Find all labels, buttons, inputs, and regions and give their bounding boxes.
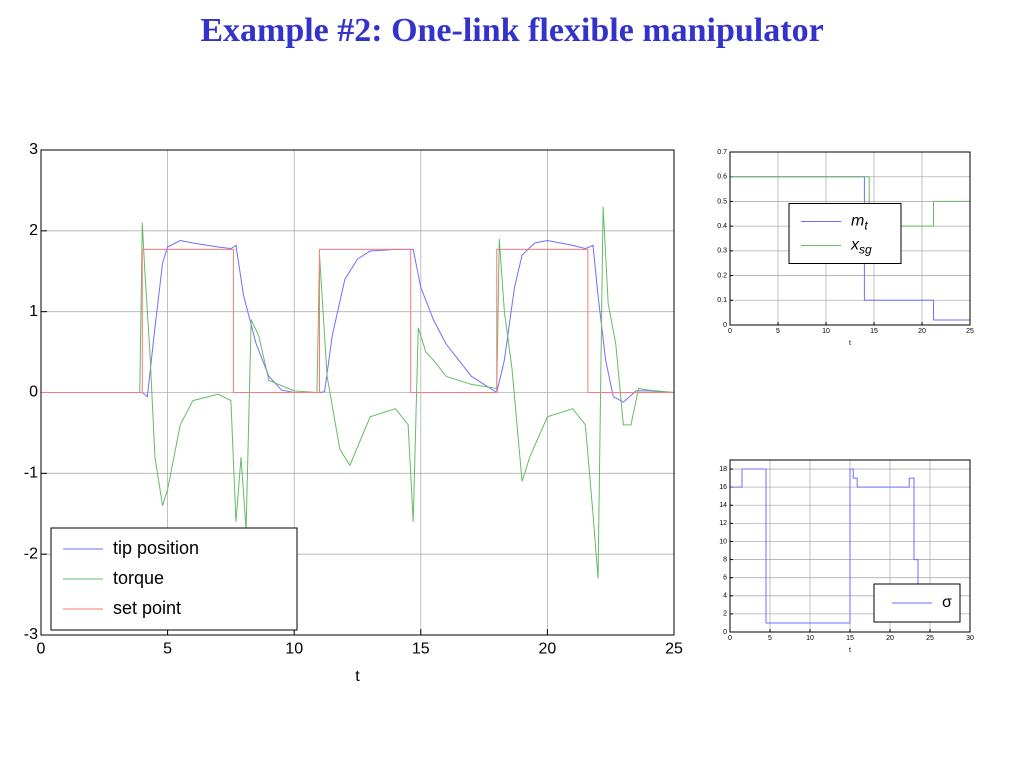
x-tick-label: 25 — [665, 641, 683, 658]
y-tick-label: 6 — [723, 575, 727, 582]
x-tick-label: 25 — [966, 328, 974, 335]
x-axis-label: t — [355, 668, 360, 685]
y-tick-label: -3 — [24, 626, 38, 643]
x-tick-label: 5 — [776, 328, 780, 335]
x-tick-label: 0 — [37, 641, 46, 658]
data-line — [41, 248, 674, 393]
y-tick-label: 16 — [719, 484, 727, 491]
x-tick-label: 20 — [539, 641, 557, 658]
data-line — [41, 206, 675, 579]
y-tick-label: 0.7 — [717, 149, 727, 156]
y-tick-label: 2 — [29, 222, 38, 239]
x-tick-label: 5 — [768, 635, 772, 642]
y-tick-label: 0.3 — [717, 248, 727, 255]
x-tick-label: 10 — [822, 328, 830, 335]
y-tick-label: 1 — [29, 303, 38, 320]
legend-label: σ — [942, 594, 952, 611]
legend-subscript: t — [864, 219, 868, 233]
plot-frame — [729, 151, 971, 326]
y-tick-label: 14 — [719, 502, 727, 509]
y-tick-label: 0.2 — [717, 272, 727, 279]
y-tick-label: 0 — [29, 384, 38, 401]
y-tick-label: 12 — [719, 520, 727, 527]
legend-text: set point — [113, 598, 181, 618]
legend-text: x — [850, 237, 860, 254]
x-tick-label: 0 — [728, 635, 732, 642]
plot-frame — [40, 149, 675, 636]
y-tick-label: -2 — [24, 545, 38, 562]
legend-label: xsg — [850, 237, 872, 257]
legend-text: m — [851, 213, 864, 230]
x-tick-label: 20 — [886, 635, 894, 642]
x-tick-label: 20 — [918, 328, 926, 335]
legend-subscript: sg — [859, 243, 872, 257]
y-tick-label: 10 — [719, 538, 727, 545]
slide-title: Example #2: One-link flexible manipulato… — [200, 12, 823, 49]
x-axis-label: t — [849, 647, 851, 654]
legend-label: tip position — [113, 538, 199, 558]
y-tick-label: 0 — [723, 322, 727, 329]
legend-text: tip position — [113, 538, 199, 558]
legend-label: mt — [851, 213, 868, 233]
y-tick-label: 0.4 — [717, 223, 727, 230]
y-tick-label: 8 — [723, 556, 727, 563]
y-tick-label: 0.6 — [717, 174, 727, 181]
x-tick-label: 15 — [846, 635, 854, 642]
y-tick-label: 18 — [719, 466, 727, 473]
legend-label: torque — [113, 568, 164, 588]
plot-frame — [729, 459, 971, 633]
data-line — [729, 468, 930, 632]
x-tick-label: 15 — [412, 641, 430, 658]
x-tick-label: 10 — [285, 641, 303, 658]
legend-text: torque — [113, 568, 164, 588]
x-tick-label: 30 — [966, 635, 974, 642]
y-tick-label: 0.1 — [717, 297, 727, 304]
legend-label: set point — [113, 598, 181, 618]
x-tick-label: 5 — [163, 641, 172, 658]
x-axis-label: t — [849, 340, 851, 347]
y-tick-label: -1 — [24, 465, 38, 482]
legend-text: σ — [942, 594, 952, 611]
y-tick-label: 3 — [29, 141, 38, 158]
x-tick-label: 0 — [728, 328, 732, 335]
legend-box — [788, 203, 902, 264]
x-tick-label: 25 — [926, 635, 934, 642]
y-tick-label: 4 — [723, 593, 727, 600]
y-tick-label: 0.5 — [717, 198, 727, 205]
y-tick-label: 2 — [723, 611, 727, 618]
x-tick-label: 15 — [870, 328, 878, 335]
x-tick-label: 10 — [806, 635, 814, 642]
y-tick-label: 0 — [723, 629, 727, 636]
